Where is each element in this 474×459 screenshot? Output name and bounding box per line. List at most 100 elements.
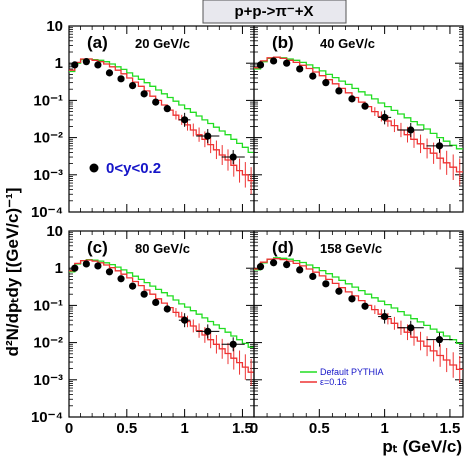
- data-point: [152, 98, 160, 106]
- data-point: [256, 61, 265, 69]
- y-tick-label: 10⁻⁴: [31, 204, 63, 221]
- data-point: [163, 305, 171, 313]
- data-point: [105, 268, 114, 276]
- data-point: [407, 324, 415, 332]
- x-tick-label: 1: [380, 420, 388, 437]
- pythia-default-line: [69, 58, 254, 154]
- panel-0: 10⁻⁴ 10⁻³ 10⁻² 10⁻¹ 1 10 (a) 20 GeV/c 0<y<0.2: [31, 18, 255, 221]
- data-point: [283, 260, 291, 269]
- pythia-default-line: [254, 257, 463, 345]
- data-point: [322, 79, 330, 87]
- data-point: [204, 132, 212, 140]
- figure-title: p+p->π⁻+X: [202, 0, 347, 24]
- pythia-default-line: [254, 56, 463, 150]
- data-point: [117, 275, 125, 283]
- data-point: [181, 116, 189, 124]
- data-point: [71, 264, 79, 272]
- data-point: [140, 290, 148, 298]
- data-point: [381, 312, 389, 321]
- data-point: [163, 105, 171, 113]
- y-tick-label: 10⁻²: [33, 130, 63, 147]
- data-point: [348, 295, 356, 303]
- data-point: [381, 113, 389, 121]
- pythia-eps-line: [254, 258, 463, 371]
- data-point: [322, 280, 330, 288]
- data-point: [296, 266, 304, 274]
- data-point: [94, 61, 102, 69]
- data-point: [407, 126, 415, 134]
- data-point: [229, 153, 237, 161]
- pythia-eps-line: [69, 58, 254, 182]
- data-point: [181, 316, 189, 324]
- pythia-eps-line: [69, 259, 254, 373]
- data-point: [348, 95, 356, 103]
- title-box: [202, 0, 347, 24]
- panel-letter: (c): [87, 238, 108, 257]
- legend-label-default: Default PYTHIA: [320, 367, 384, 377]
- x-tick-label: 0: [250, 420, 258, 437]
- y-axis-label: d²N/dpₜdy [(GeV/c)⁻¹]: [3, 188, 22, 357]
- title-text: p+p->π⁻+X: [234, 3, 313, 20]
- plot-frame: [253, 25, 464, 213]
- panel-energy-label: 20 GeV/c: [135, 36, 190, 51]
- panel-letter: (a): [87, 33, 108, 52]
- data-point: [361, 102, 369, 110]
- pythia-default-line: [69, 258, 254, 348]
- annotation-marker: [89, 163, 99, 173]
- data-point: [117, 75, 125, 83]
- data-point: [269, 259, 278, 267]
- data-point: [283, 59, 291, 67]
- x-tick-label: 1: [180, 420, 188, 437]
- data-point: [128, 81, 137, 90]
- y-tick-label: 1: [55, 55, 63, 72]
- pythia-eps-line: [254, 56, 463, 173]
- legend-label-eps: ε=0.16: [320, 377, 347, 387]
- panel-energy-label: 80 GeV/c: [135, 241, 190, 256]
- y-tick-label: 10⁻¹: [33, 297, 63, 314]
- y-tick-label: 10⁻³: [33, 372, 63, 389]
- x-tick-label: 0.5: [309, 420, 330, 437]
- x-tick-label: 1.5: [440, 420, 461, 437]
- y-tick-label: 10: [46, 223, 63, 240]
- data-point: [269, 57, 278, 65]
- data-point: [361, 302, 369, 310]
- x-tick-label: 0.5: [116, 420, 137, 437]
- y-tick-label: 1: [55, 260, 63, 277]
- x-tick-label: 1.5: [232, 420, 253, 437]
- x-tick-label: 0: [65, 420, 73, 437]
- rapidity-annotation: 0<y<0.2: [106, 160, 161, 177]
- data-point: [82, 260, 90, 268]
- data-point: [335, 87, 343, 95]
- panel-letter: (d): [272, 238, 294, 257]
- data-point: [152, 298, 160, 307]
- y-tick-label: 10: [46, 18, 63, 35]
- data-point: [105, 69, 114, 77]
- data-point: [296, 65, 304, 73]
- data-point: [82, 58, 90, 66]
- plot-frame: [68, 230, 255, 418]
- panel-1: (b) 40 GeV/c: [253, 25, 464, 213]
- data-point: [204, 327, 212, 336]
- x-axis-label: pₜ (GeV/c): [382, 437, 462, 456]
- y-tick-label: 10⁻⁴: [31, 409, 63, 426]
- data-point: [309, 272, 317, 281]
- data-point: [229, 340, 237, 348]
- y-tick-label: 10⁻³: [33, 167, 63, 184]
- data-point: [256, 263, 265, 271]
- panel-letter: (b): [272, 33, 294, 52]
- data-point: [435, 142, 444, 150]
- data-point: [71, 61, 79, 69]
- data-point: [94, 262, 102, 270]
- data-point: [309, 72, 317, 80]
- plot-frame: [68, 25, 255, 213]
- panel-energy-label: 40 GeV/c: [320, 36, 375, 51]
- data-point: [140, 90, 148, 98]
- panel-energy-label: 158 GeV/c: [320, 241, 382, 256]
- panel-2: 10⁻⁴ 10⁻³ 10⁻² 10⁻¹ 1 10 0 0.5 1 1.5 (c) 80 GeV/c: [31, 223, 255, 437]
- y-tick-label: 10⁻²: [33, 335, 63, 352]
- y-tick-label: 10⁻¹: [33, 92, 63, 109]
- data-point: [128, 282, 137, 290]
- data-point: [335, 287, 343, 295]
